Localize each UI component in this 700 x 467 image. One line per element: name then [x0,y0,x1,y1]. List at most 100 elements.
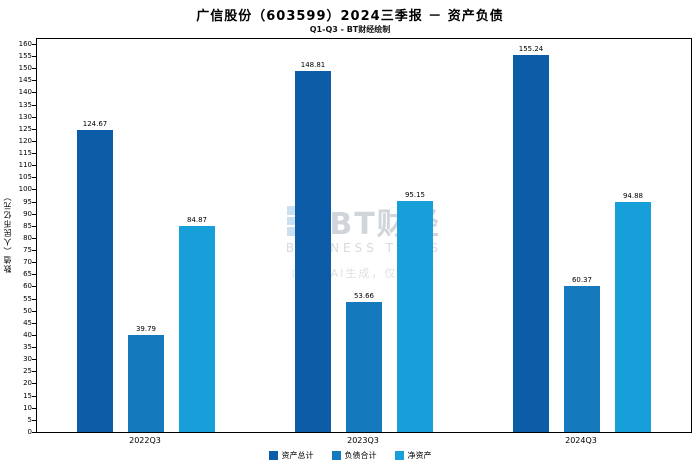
watermark: BT财经 BUSINESS TIMES 内容由AI生成，仅供参考 [37,199,691,281]
legend-label: 负债合计 [344,451,377,460]
y-tick-label: 155 [18,51,32,60]
y-tick-mark [32,371,36,373]
y-tick-mark [32,165,36,167]
y-tick-label: 160 [18,39,32,48]
y-tick-label: 15 [23,391,32,400]
y-tick-label: 110 [18,161,32,170]
legend-item: 净资产 [394,450,432,461]
y-tick-mark [32,432,36,433]
y-tick-label: 30 [23,355,32,364]
bar-value-label: 95.15 [404,191,426,200]
y-tick-label: 120 [18,136,32,145]
y-tick-label: 60 [23,282,32,291]
y-tick-mark [32,116,36,118]
y-tick-mark [32,322,36,324]
watermark-brand-row: BT财经 [37,199,691,243]
y-tick-mark [32,383,36,385]
y-tick-label: 90 [23,209,32,218]
legend-label: 资产总计 [281,451,314,460]
y-tick-mark [32,201,36,203]
y-tick-mark [32,237,36,239]
y-tick-mark [32,104,36,106]
y-tick-mark [32,359,36,361]
plot-area: BT财经 BUSINESS TIMES 内容由AI生成，仅供参考 124.67 3… [36,38,692,433]
y-tick-mark [32,274,36,276]
y-tick-mark [32,334,36,336]
y-tick-mark [32,92,36,94]
chart-title: 广信股份（603599）2024三季报 － 资产负债 [196,9,504,24]
y-tick-mark [32,128,36,130]
x-tick-label: 2023Q3 [347,436,379,445]
y-tick-label: 35 [23,343,32,352]
y-tick-mark [32,347,36,349]
bar-净资产-2024Q3 [615,201,651,432]
y-tick-mark [32,213,36,215]
y-tick-mark [32,80,36,82]
y-tick-label: 150 [18,64,32,73]
y-tick-mark [32,68,36,70]
bar-净资产-2022Q3 [179,226,215,432]
bar-净资产-2023Q3 [397,201,433,432]
y-tick-label: 105 [18,173,32,182]
y-tick-label: 95 [23,197,32,206]
y-tick-mark [32,55,36,57]
y-tick-label: 125 [18,124,32,133]
y-tick-label: 85 [23,221,32,230]
y-tick-label: 25 [23,367,32,376]
y-tick-mark [32,310,36,312]
bar-value-label: 155.24 [518,45,544,54]
bar-负债合计-2022Q3 [128,335,164,432]
y-tick-mark [32,189,36,191]
y-tick-label: 115 [18,149,32,158]
y-tick-mark [32,225,36,227]
legend: 资产总计 负债合计 净资产 [0,450,700,461]
y-tick-mark [32,395,36,397]
bar-负债合计-2024Q3 [564,285,600,432]
y-tick-label: 145 [18,76,32,85]
bar-value-label: 60.37 [571,275,593,284]
y-tick-label: 20 [23,379,32,388]
legend-label: 净资产 [407,451,432,460]
y-tick-label: 135 [18,100,32,109]
legend-swatch [331,451,341,460]
bar-资产总计-2022Q3 [77,129,113,432]
legend-swatch [394,451,404,460]
y-tick-label: 5 [27,415,32,424]
chart-subtitle: Q1-Q3 - BT财经绘制 [309,25,391,34]
y-tick-label: 50 [23,306,32,315]
y-tick-label: 45 [23,318,32,327]
y-tick-mark [32,140,36,142]
legend-swatch [268,451,278,460]
x-tick-label: 2022Q3 [129,436,161,445]
y-tick-mark [32,286,36,288]
bar-负债合计-2023Q3 [346,301,382,432]
bar-value-label: 39.79 [135,325,157,334]
y-tick-label: 40 [23,330,32,339]
bar-value-label: 53.66 [353,291,375,300]
y-tick-label: 80 [23,233,32,242]
y-tick-mark [32,262,36,264]
y-tick-mark [32,250,36,252]
y-tick-mark [32,177,36,179]
y-tick-mark [32,407,36,409]
y-tick-label: 65 [23,270,32,279]
y-tick-mark [32,43,36,45]
y-tick-label: 130 [18,112,32,121]
bar-资产总计-2024Q3 [513,55,549,432]
bar-资产总计-2023Q3 [295,71,331,432]
y-tick-mark [32,419,36,421]
bar-value-label: 124.67 [82,119,108,128]
watermark-brand-sub: BUSINESS TIMES [285,241,443,255]
y-tick-mark [32,153,36,155]
bar-value-label: 84.87 [186,216,208,225]
legend-item: 资产总计 [268,450,314,461]
bar-value-label: 94.88 [622,191,644,200]
y-tick-label: 100 [18,185,32,194]
x-tick-label: 2024Q3 [565,436,597,445]
y-tick-label: 0 [27,428,32,436]
bar-value-label: 148.81 [300,61,326,69]
y-tick-label: 70 [23,258,32,267]
y-tick-mark [32,298,36,300]
y-tick-label: 55 [23,294,32,303]
